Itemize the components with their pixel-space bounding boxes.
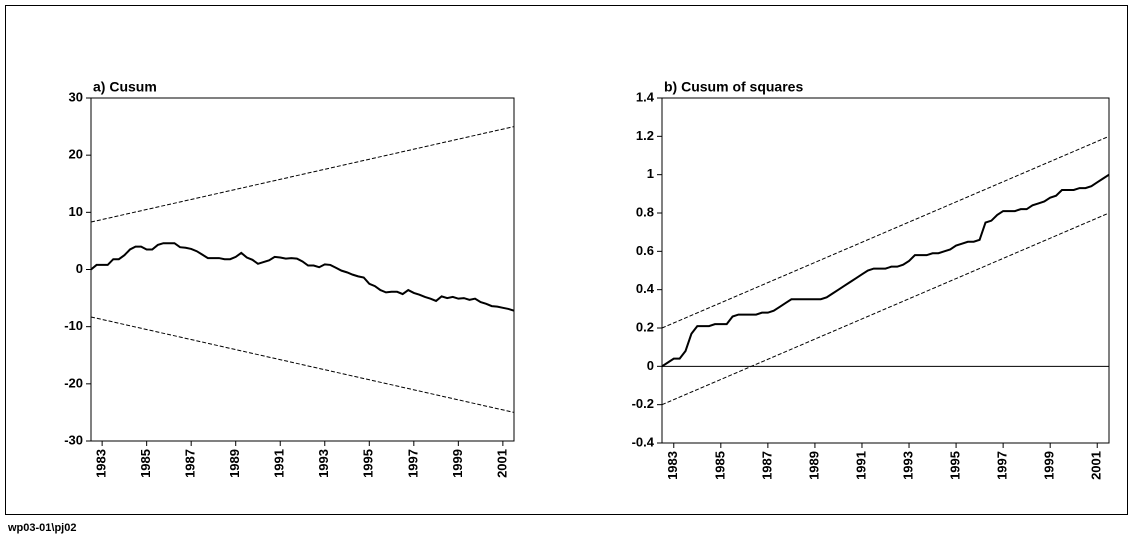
x-tick-label: 1997 <box>405 449 420 478</box>
x-tick-label: 1989 <box>227 449 242 478</box>
y-tick-label: 0.6 <box>636 243 654 258</box>
x-tick-label: 1989 <box>806 451 821 480</box>
y-tick-label: 0 <box>76 261 83 276</box>
data-line <box>661 173 1110 368</box>
bound-line <box>661 135 1110 329</box>
x-tick-label: 1985 <box>138 449 153 478</box>
x-tick-label: 2001 <box>494 449 509 478</box>
chart-title: a) Cusum <box>93 79 157 95</box>
x-tick-label: 2001 <box>1089 451 1104 480</box>
data-line <box>90 242 515 312</box>
bound-line <box>90 316 515 413</box>
y-tick-label: 0 <box>647 358 654 373</box>
y-tick-label: 1 <box>647 166 654 181</box>
x-tick-label: 1993 <box>900 451 915 480</box>
y-tick-label: -20 <box>64 375 83 390</box>
x-tick-label: 1991 <box>853 451 868 480</box>
bound-line <box>90 126 515 223</box>
x-tick-label: 1985 <box>712 451 727 480</box>
frame <box>5 5 1128 515</box>
x-tick-label: 1999 <box>1042 451 1057 480</box>
x-tick-label: 1983 <box>665 451 680 480</box>
x-tick-label: 1995 <box>361 449 376 478</box>
x-tick-label: 1991 <box>272 449 287 478</box>
bound-line <box>661 212 1110 406</box>
x-tick-label: 1987 <box>183 449 198 478</box>
x-tick-label: 1993 <box>316 449 331 478</box>
y-tick-label: 0.4 <box>636 281 655 296</box>
chart-title: b) Cusum of squares <box>664 79 803 95</box>
y-tick-label: -10 <box>64 318 83 333</box>
y-tick-label: -30 <box>64 432 83 447</box>
x-tick-label: 1983 <box>94 449 109 478</box>
y-tick-label: 10 <box>69 204 83 219</box>
x-tick-label: 1987 <box>759 451 774 480</box>
y-tick-label: -0.2 <box>632 396 654 411</box>
plot-area <box>661 97 1110 444</box>
x-tick-label: 1999 <box>450 449 465 478</box>
y-tick-label: 1.4 <box>636 89 655 104</box>
y-tick-label: 0.8 <box>636 204 654 219</box>
y-tick-label: 20 <box>69 147 83 162</box>
y-tick-label: 0.2 <box>636 319 654 334</box>
plot-area <box>90 97 515 442</box>
y-tick-label: -0.4 <box>632 434 655 449</box>
footer: wp03-01\pj02 <box>7 522 76 534</box>
y-tick-label: 1.2 <box>636 128 654 143</box>
x-tick-label: 1997 <box>995 451 1010 480</box>
x-tick-label: 1995 <box>948 451 963 480</box>
y-tick-label: 30 <box>69 89 83 104</box>
